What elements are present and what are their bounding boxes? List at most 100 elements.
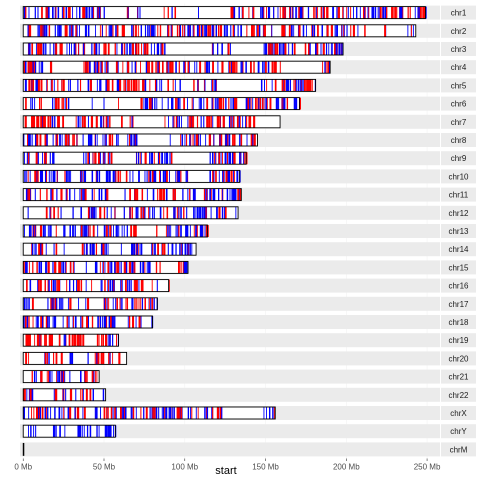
band-mark — [86, 225, 88, 237]
band-mark — [154, 407, 155, 419]
band-mark — [350, 24, 352, 37]
band-mark — [153, 297, 155, 310]
band-mark — [46, 261, 48, 274]
band-mark — [195, 407, 197, 419]
band-mark — [187, 407, 190, 419]
band-mark — [127, 6, 129, 19]
band-mark — [160, 206, 162, 219]
band-mark — [84, 225, 86, 237]
band-mark — [197, 79, 199, 92]
band-mark — [77, 279, 79, 292]
band-mark — [140, 279, 143, 292]
band-mark — [69, 279, 71, 292]
band-mark — [175, 243, 177, 256]
band-mark — [118, 97, 119, 110]
band-mark — [38, 261, 41, 274]
band-mark — [103, 97, 105, 110]
band-mark — [191, 407, 193, 419]
band-mark — [246, 134, 248, 146]
band-mark — [38, 24, 40, 37]
band-mark — [313, 6, 315, 19]
band-mark — [110, 206, 112, 219]
band-mark — [238, 6, 240, 19]
band-mark — [215, 24, 218, 37]
band-mark — [120, 261, 122, 274]
band-mark — [213, 152, 215, 165]
band-mark — [33, 115, 36, 128]
band-mark — [153, 170, 155, 183]
chromosome-outline — [22, 188, 242, 202]
band-mark — [27, 170, 29, 183]
band-mark — [26, 388, 28, 401]
band-mark — [147, 97, 149, 110]
band-mark — [256, 24, 259, 37]
band-mark — [62, 370, 65, 383]
band-mark — [34, 6, 36, 19]
band-mark — [217, 61, 219, 74]
band-mark — [161, 43, 164, 55]
band-mark — [165, 225, 167, 237]
band-mark — [46, 152, 47, 165]
band-mark — [54, 24, 56, 37]
strip-background — [441, 351, 476, 366]
band-mark — [283, 6, 285, 19]
band-mark — [140, 152, 142, 165]
band-mark — [29, 24, 32, 37]
band-mark — [31, 388, 34, 401]
band-mark — [266, 79, 268, 92]
chromosome-outline — [22, 169, 241, 183]
band-mark — [371, 6, 373, 19]
band-mark — [93, 188, 95, 201]
band-mark — [108, 279, 110, 292]
band-mark — [179, 407, 181, 419]
band-mark — [157, 43, 160, 55]
band-mark — [227, 134, 229, 146]
band-mark — [47, 115, 49, 128]
band-mark — [274, 43, 277, 55]
chromosome-outline — [22, 406, 276, 420]
band-mark — [144, 170, 146, 183]
band-mark — [297, 79, 299, 92]
band-mark — [117, 170, 120, 183]
band-mark — [132, 407, 135, 419]
band-mark — [51, 297, 53, 310]
band-mark — [115, 225, 117, 237]
band-mark — [253, 24, 255, 37]
strip-background — [441, 406, 476, 420]
band-mark — [182, 24, 184, 37]
band-mark — [229, 188, 231, 201]
band-mark — [128, 261, 132, 274]
band-mark — [216, 206, 218, 219]
band-mark — [169, 134, 171, 146]
band-mark — [171, 243, 173, 256]
band-mark — [23, 61, 26, 74]
band-mark — [25, 352, 28, 365]
band-mark — [161, 243, 164, 256]
band-mark — [223, 170, 225, 183]
band-mark — [132, 243, 134, 256]
band-mark — [55, 97, 58, 110]
band-mark — [55, 43, 58, 55]
band-mark — [139, 152, 141, 165]
band-mark — [298, 24, 300, 37]
chromosome-outline — [22, 333, 119, 347]
band-mark — [38, 279, 40, 292]
band-mark — [216, 97, 218, 110]
band-mark — [107, 152, 109, 165]
band-mark — [137, 43, 140, 55]
band-mark — [129, 206, 131, 219]
band-mark — [59, 134, 61, 146]
band-mark — [68, 97, 70, 110]
band-mark — [335, 24, 337, 37]
band-mark — [143, 407, 145, 419]
band-mark — [168, 115, 169, 128]
band-mark — [125, 297, 127, 310]
band-mark — [61, 97, 63, 110]
band-mark — [84, 170, 87, 183]
band-mark — [97, 352, 100, 365]
band-mark — [106, 170, 108, 183]
band-mark — [206, 188, 208, 201]
band-mark — [230, 170, 233, 183]
band-mark — [102, 243, 105, 256]
band-mark — [93, 206, 94, 219]
